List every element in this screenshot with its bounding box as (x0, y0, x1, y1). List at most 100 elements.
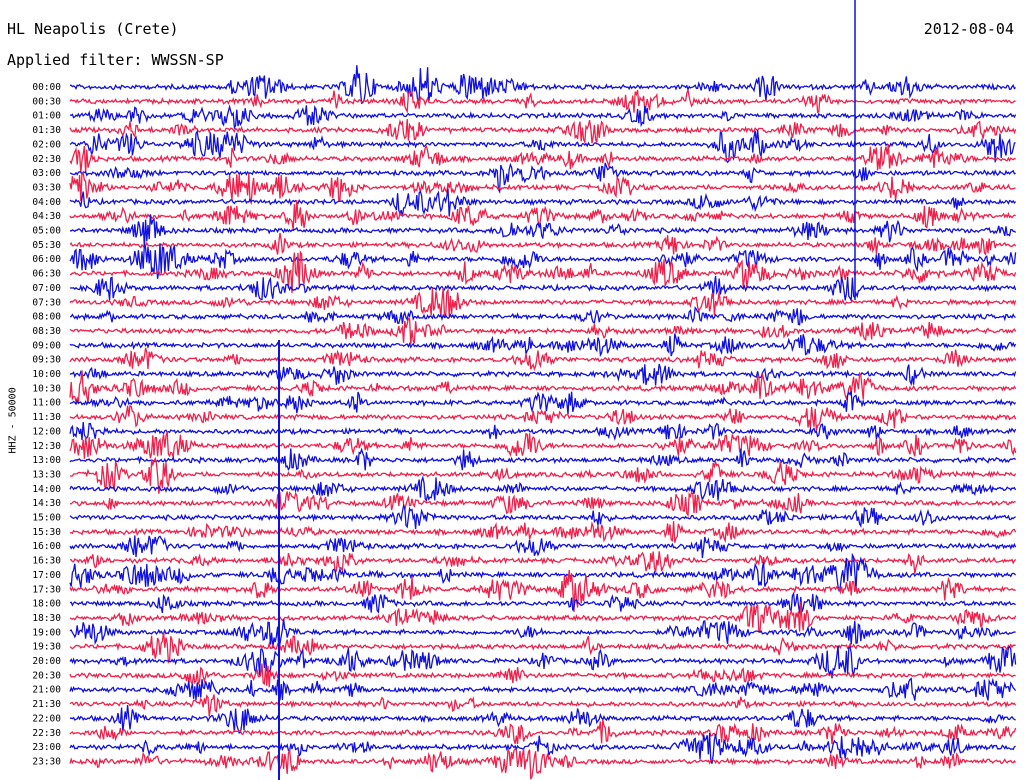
date-label: 2012-08-04 (923, 20, 1014, 38)
trace-line-1230 (69, 431, 1017, 459)
row-time-label: 03:00 (32, 168, 61, 179)
trace-line-1200 (69, 421, 1017, 442)
trace-line-2300 (69, 732, 1016, 764)
trace-line-0600 (69, 243, 1017, 279)
trace-line-0500 (69, 214, 1017, 249)
trace-line-0030 (69, 89, 1016, 114)
row-time-label: 06:00 (32, 254, 61, 265)
trace-line-1430 (69, 490, 1016, 518)
row-time-label: 23:00 (32, 742, 61, 753)
row-time-label: 21:30 (32, 699, 61, 710)
row-time-label: 01:30 (32, 125, 61, 136)
trace-line-1730 (69, 569, 1016, 612)
filter-label: Applied filter: WWSSN-SP (7, 51, 224, 69)
trace-line-0230 (69, 144, 1016, 174)
station-title: HL Neapolis (Crete) (7, 20, 179, 38)
row-time-label: 04:30 (32, 211, 61, 222)
trace-line-1800 (69, 591, 1016, 614)
row-time-label: 04:00 (32, 197, 61, 208)
trace-line-1530 (69, 520, 1017, 544)
trace-line-1130 (69, 404, 1017, 432)
trace-line-2200 (70, 704, 1016, 734)
trace-line-0200 (69, 129, 1016, 164)
row-time-label: 03:30 (32, 182, 61, 193)
trace-line-0630 (69, 250, 1017, 294)
row-time-label: 22:00 (32, 713, 61, 724)
row-time-label: 00:00 (32, 82, 61, 93)
trace-line-2130 (69, 694, 1017, 717)
trace-line-0300 (69, 162, 1016, 194)
row-time-label: 08:00 (32, 312, 61, 323)
trace-line-1600 (69, 535, 1017, 559)
trace-line-1000 (69, 363, 1017, 387)
row-time-label: 17:00 (32, 570, 61, 581)
trace-line-0530 (69, 232, 1017, 256)
row-time-label: 05:30 (32, 240, 61, 251)
row-time-label: 16:30 (32, 556, 61, 567)
trace-line-0400 (69, 188, 1017, 217)
row-time-label: 18:00 (32, 599, 61, 610)
row-time-label: 07:30 (32, 297, 61, 308)
row-time-label: 10:00 (32, 369, 61, 380)
trace-line-2100 (69, 677, 1017, 701)
row-time-label: 22:30 (32, 728, 61, 739)
trace-line-2000 (69, 645, 1017, 679)
row-time-label: 08:30 (32, 326, 61, 337)
trace-line-0330 (69, 172, 1016, 206)
row-time-label: 13:30 (32, 469, 61, 480)
row-time-label: 00:30 (32, 96, 61, 107)
trace-line-1100 (69, 390, 1017, 415)
trace-line-0830 (69, 317, 1017, 345)
row-time-label: 10:30 (32, 383, 61, 394)
row-time-label: 19:30 (32, 642, 61, 653)
trace-line-0930 (69, 347, 1017, 372)
trace-line-1500 (69, 503, 1016, 530)
trace-line-1400 (69, 475, 1017, 503)
row-time-label: 20:00 (32, 656, 61, 667)
trace-line-1900 (69, 618, 1016, 651)
row-time-label: 17:30 (32, 584, 61, 595)
trace-line-0000 (69, 65, 1017, 105)
row-time-label: 21:00 (32, 685, 61, 696)
trace-line-0430 (69, 200, 1016, 231)
row-time-label: 14:00 (32, 484, 61, 495)
row-time-label: 02:30 (32, 154, 61, 165)
trace-line-1700 (69, 552, 1017, 592)
row-time-label: 20:30 (32, 670, 61, 681)
trace-line-2230 (69, 719, 1017, 745)
row-time-label: 09:30 (32, 355, 61, 366)
trace-line-2030 (69, 663, 1016, 688)
trace-line-0100 (69, 104, 1017, 130)
row-time-label: 06:30 (32, 269, 61, 280)
row-time-label: 02:00 (32, 139, 61, 150)
trace-line-0800 (69, 306, 1016, 326)
row-time-label: 01:00 (32, 111, 61, 122)
row-time-label: 15:00 (32, 513, 61, 524)
trace-line-1930 (69, 631, 1016, 664)
trace-line-2330 (69, 748, 1017, 780)
row-time-label: 11:00 (32, 398, 61, 409)
row-time-label: 05:00 (32, 226, 61, 237)
trace-line-0730 (69, 287, 1017, 319)
row-time-label: 12:30 (32, 441, 61, 452)
row-time-label: 09:00 (32, 340, 61, 351)
trace-line-1300 (69, 447, 1017, 471)
row-time-label: 07:00 (32, 283, 61, 294)
row-time-label: 16:00 (32, 541, 61, 552)
row-time-label: 18:30 (32, 613, 61, 624)
row-time-label: 11:30 (32, 412, 61, 423)
trace-line-1630 (69, 551, 1017, 574)
row-time-label: 13:00 (32, 455, 61, 466)
row-time-label: 14:30 (32, 498, 61, 509)
row-time-label: 12:00 (32, 426, 61, 437)
row-time-label: 23:30 (32, 756, 61, 767)
trace-line-1830 (69, 601, 1017, 633)
trace-line-0900 (69, 333, 1017, 358)
row-time-label: 15:30 (32, 527, 61, 538)
trace-line-0130 (69, 119, 1017, 145)
row-time-label: 19:00 (32, 627, 61, 638)
trace-line-0700 (69, 275, 1017, 303)
trace-line-1030 (69, 370, 1017, 404)
trace-line-1330 (69, 456, 1017, 494)
